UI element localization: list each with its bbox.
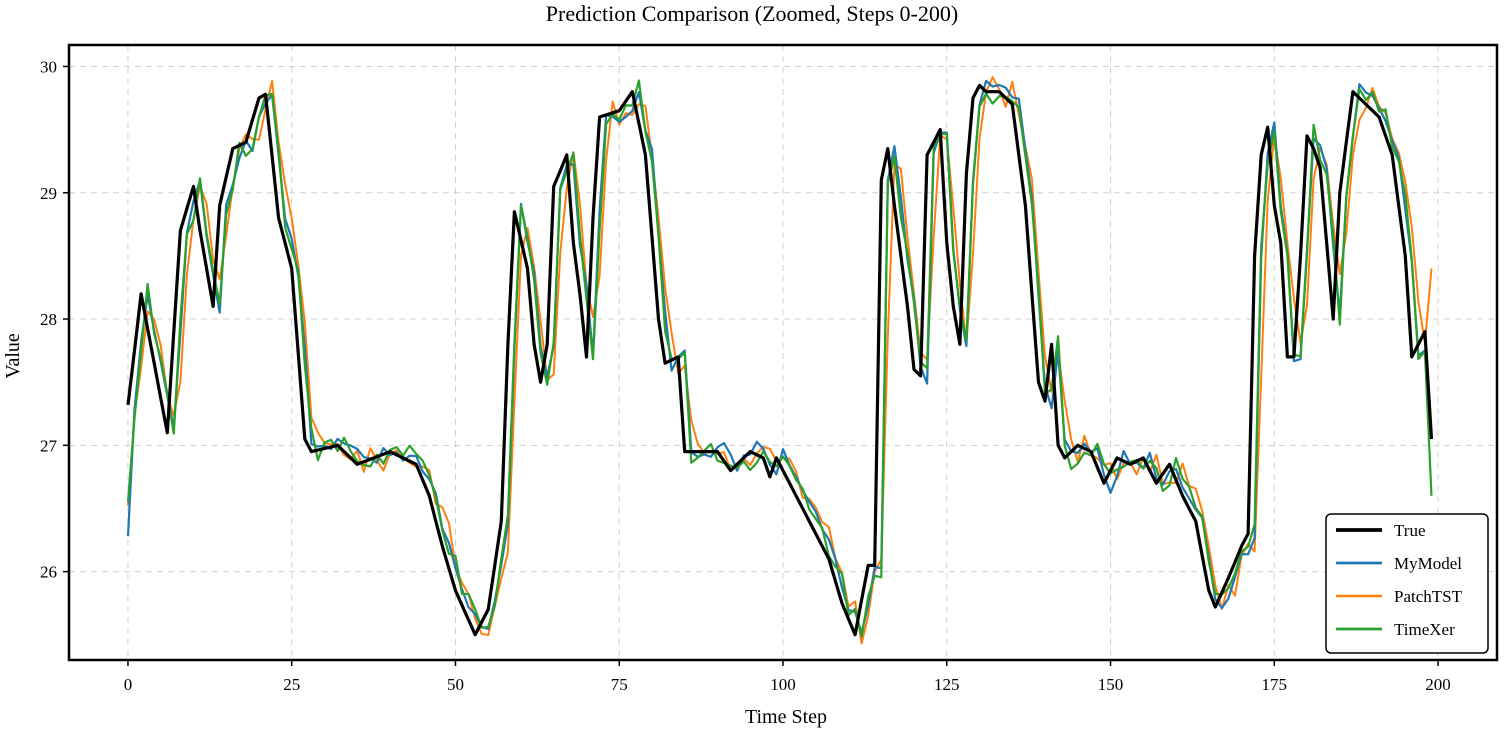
- y-tick-label: 30: [40, 57, 57, 76]
- legend-label-timexer: TimeXer: [1394, 620, 1455, 639]
- x-tick-label: 0: [124, 675, 133, 694]
- x-axis-label: Time Step: [745, 706, 827, 728]
- chart-title: Prediction Comparison (Zoomed, Steps 0-2…: [546, 1, 958, 26]
- x-tick-label: 150: [1098, 675, 1124, 694]
- x-ticks: 0 25 50 75 100 125 150 175 200: [124, 660, 1451, 694]
- y-axis-label: Value: [2, 333, 24, 379]
- x-tick-label: 25: [283, 675, 300, 694]
- x-tick-label: 175: [1262, 675, 1288, 694]
- series-line-true: [126, 83, 1434, 637]
- y-ticks: 26 27 28 29 30: [40, 57, 69, 582]
- x-tick-label: 75: [611, 675, 628, 694]
- y-tick-label: 27: [40, 436, 58, 455]
- x-tick-label: 100: [770, 675, 796, 694]
- legend-label-true: True: [1394, 521, 1426, 540]
- x-tick-label: 200: [1425, 675, 1451, 694]
- legend-box: [1325, 513, 1489, 654]
- series-layer: [126, 76, 1434, 645]
- y-tick-label: 26: [40, 563, 57, 582]
- x-tick-label: 125: [934, 675, 960, 694]
- y-tick-label: 29: [40, 184, 57, 203]
- x-tick-label: 50: [447, 675, 464, 694]
- legend-label-patchtst: PatchTST: [1394, 587, 1463, 606]
- y-tick-label: 28: [40, 310, 57, 329]
- legend: True MyModel PatchTST TimeXer: [1325, 513, 1489, 654]
- legend-label-mymodel: MyModel: [1394, 554, 1462, 573]
